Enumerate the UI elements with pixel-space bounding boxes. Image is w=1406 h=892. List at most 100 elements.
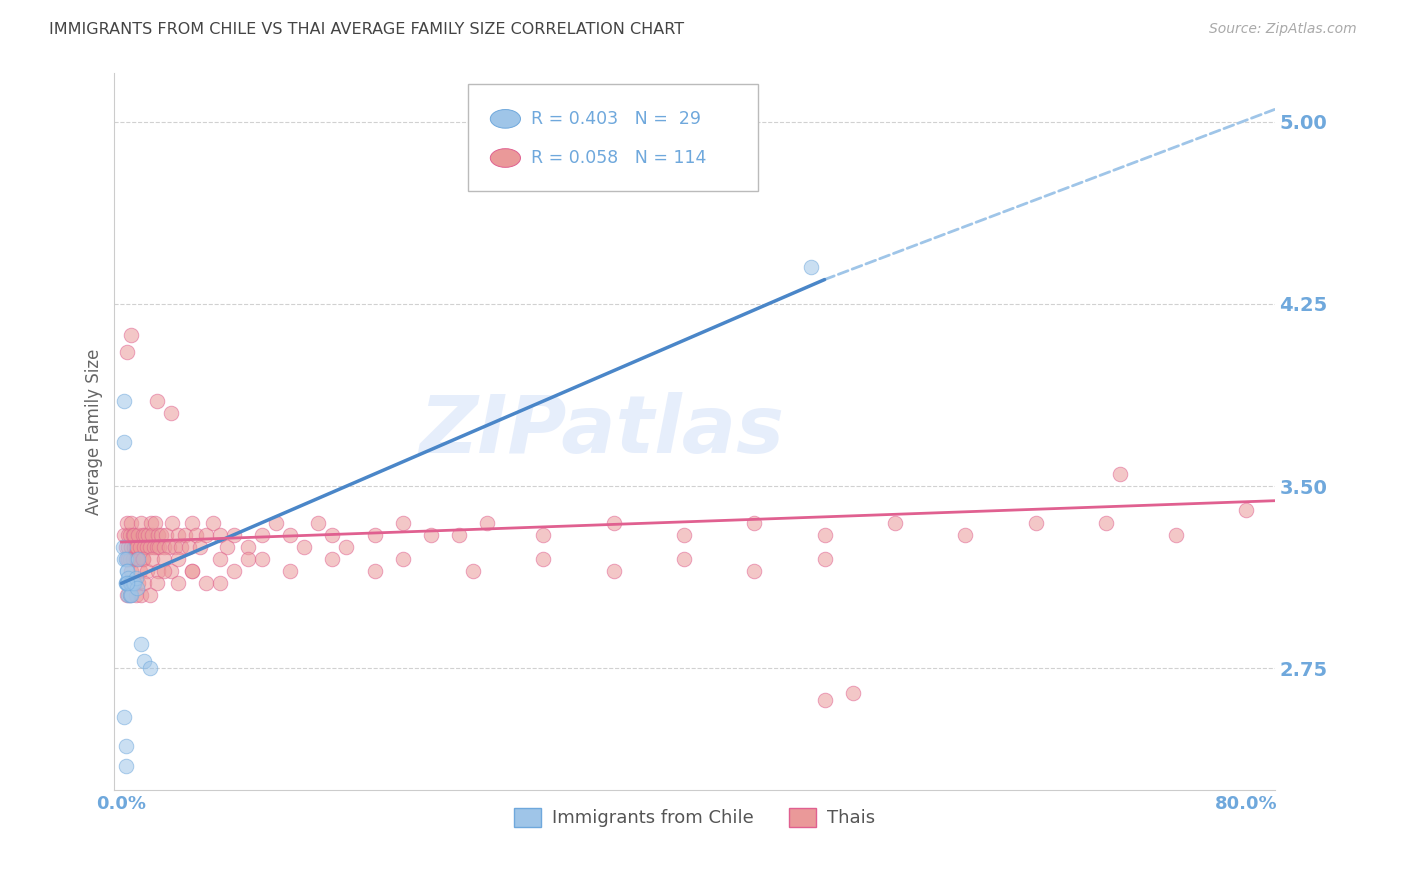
Point bbox=[124, 589, 146, 603]
Point bbox=[114, 576, 136, 591]
Point bbox=[129, 516, 152, 530]
Point bbox=[883, 516, 905, 530]
Point bbox=[145, 540, 167, 554]
Point bbox=[138, 540, 160, 554]
Point bbox=[139, 516, 162, 530]
Point bbox=[120, 328, 142, 343]
Point bbox=[461, 564, 484, 578]
Point bbox=[145, 394, 167, 409]
Point bbox=[602, 564, 624, 578]
FancyBboxPatch shape bbox=[468, 84, 758, 191]
Point bbox=[129, 637, 152, 651]
Point bbox=[115, 552, 138, 566]
Point bbox=[799, 260, 821, 275]
Point bbox=[118, 589, 141, 603]
Text: ZIPatlas: ZIPatlas bbox=[419, 392, 785, 470]
Point bbox=[250, 552, 273, 566]
Point bbox=[112, 527, 135, 541]
Point bbox=[120, 540, 142, 554]
Point bbox=[121, 527, 143, 541]
Point bbox=[177, 540, 200, 554]
Point bbox=[672, 527, 695, 541]
Point bbox=[114, 758, 136, 772]
Point bbox=[169, 540, 191, 554]
Point bbox=[118, 527, 141, 541]
Point bbox=[131, 552, 153, 566]
Point bbox=[128, 564, 150, 578]
Point bbox=[120, 576, 142, 591]
Point bbox=[201, 516, 224, 530]
Point bbox=[813, 693, 835, 707]
Point bbox=[180, 564, 202, 578]
Point bbox=[142, 540, 165, 554]
Point bbox=[143, 516, 166, 530]
Point bbox=[742, 516, 765, 530]
Point bbox=[127, 552, 149, 566]
Point bbox=[127, 576, 149, 591]
Circle shape bbox=[491, 110, 520, 128]
Point bbox=[152, 564, 174, 578]
Point bbox=[115, 576, 138, 591]
Point bbox=[125, 540, 148, 554]
Point bbox=[531, 527, 554, 541]
Point bbox=[124, 552, 146, 566]
Point bbox=[166, 576, 188, 591]
Point bbox=[391, 516, 413, 530]
Point bbox=[321, 552, 343, 566]
Point bbox=[112, 394, 135, 409]
Point bbox=[132, 540, 155, 554]
Text: Source: ZipAtlas.com: Source: ZipAtlas.com bbox=[1209, 22, 1357, 37]
Point bbox=[215, 540, 238, 554]
Legend: Immigrants from Chile, Thais: Immigrants from Chile, Thais bbox=[506, 801, 883, 835]
Point bbox=[118, 576, 141, 591]
Point bbox=[157, 540, 180, 554]
Point bbox=[118, 589, 141, 603]
Point bbox=[111, 540, 134, 554]
Point bbox=[112, 435, 135, 450]
Point bbox=[447, 527, 470, 541]
Point bbox=[118, 552, 141, 566]
Point bbox=[278, 527, 301, 541]
Point bbox=[159, 406, 181, 420]
Point bbox=[117, 589, 139, 603]
Point bbox=[278, 564, 301, 578]
Point bbox=[114, 540, 136, 554]
Point bbox=[122, 576, 145, 591]
Point bbox=[136, 527, 159, 541]
Point bbox=[138, 589, 160, 603]
Y-axis label: Average Family Size: Average Family Size bbox=[86, 348, 103, 515]
Point bbox=[955, 527, 977, 541]
Point bbox=[127, 527, 149, 541]
Point bbox=[112, 710, 135, 724]
Point bbox=[122, 527, 145, 541]
Point bbox=[391, 552, 413, 566]
Point bbox=[163, 540, 186, 554]
Point bbox=[131, 527, 153, 541]
Point bbox=[134, 527, 156, 541]
Point bbox=[141, 527, 163, 541]
Point bbox=[475, 516, 498, 530]
Point bbox=[121, 576, 143, 591]
Text: IMMIGRANTS FROM CHILE VS THAI AVERAGE FAMILY SIZE CORRELATION CHART: IMMIGRANTS FROM CHILE VS THAI AVERAGE FA… bbox=[49, 22, 685, 37]
Point bbox=[363, 564, 385, 578]
Point bbox=[128, 540, 150, 554]
Point bbox=[112, 552, 135, 566]
Point bbox=[672, 552, 695, 566]
Point bbox=[292, 540, 315, 554]
Point bbox=[114, 576, 136, 591]
Point bbox=[117, 572, 139, 586]
Point bbox=[363, 527, 385, 541]
Point bbox=[114, 552, 136, 566]
Point bbox=[602, 516, 624, 530]
Point bbox=[132, 654, 155, 668]
Point bbox=[321, 527, 343, 541]
Circle shape bbox=[491, 149, 520, 168]
Point bbox=[120, 564, 142, 578]
Point bbox=[124, 540, 146, 554]
Point bbox=[335, 540, 357, 554]
Point bbox=[120, 516, 142, 530]
Point bbox=[125, 581, 148, 595]
Point bbox=[138, 661, 160, 675]
Point bbox=[122, 540, 145, 554]
Point bbox=[250, 527, 273, 541]
